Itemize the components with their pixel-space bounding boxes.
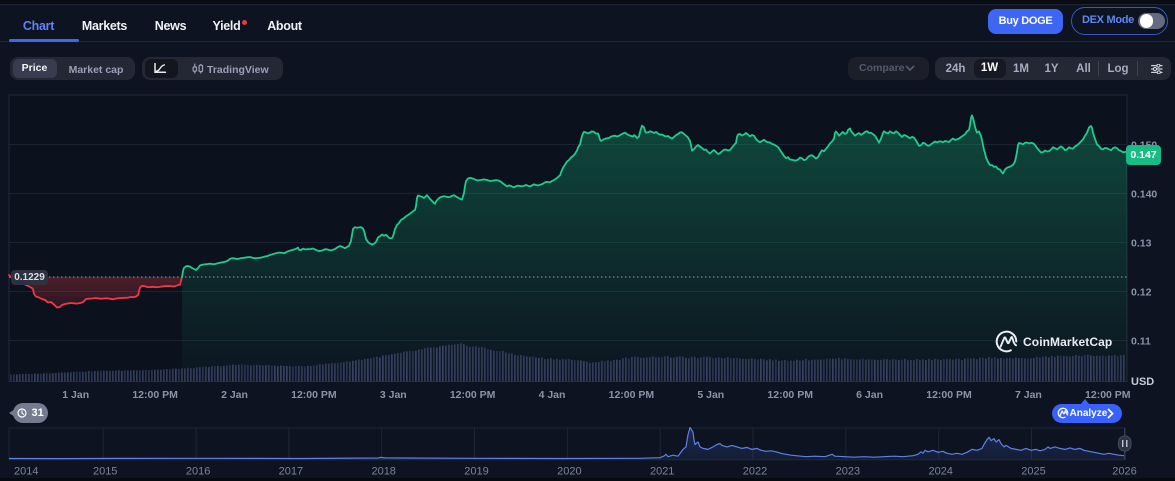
- svg-text:1 Jan: 1 Jan: [62, 389, 89, 401]
- svg-text:2016: 2016: [186, 466, 210, 478]
- svg-text:12:00 PM: 12:00 PM: [926, 389, 972, 401]
- svg-text:7 Jan: 7 Jan: [1015, 389, 1042, 401]
- svg-text:3 Jan: 3 Jan: [380, 389, 407, 401]
- svg-text:2018: 2018: [371, 466, 395, 478]
- svg-text:12:00 PM: 12:00 PM: [132, 389, 178, 401]
- svg-text:4 Jan: 4 Jan: [539, 389, 566, 401]
- svg-text:USD: USD: [1131, 376, 1154, 388]
- svg-text:12:00 PM: 12:00 PM: [609, 389, 655, 401]
- svg-text:2025: 2025: [1021, 466, 1045, 478]
- svg-text:6 Jan: 6 Jan: [856, 389, 883, 401]
- svg-text:2020: 2020: [557, 466, 581, 478]
- svg-text:2019: 2019: [464, 466, 488, 478]
- svg-text:2026: 2026: [1112, 466, 1136, 478]
- svg-text:2022: 2022: [743, 466, 767, 478]
- svg-text:0.13: 0.13: [1131, 238, 1152, 250]
- svg-text:2014: 2014: [14, 466, 38, 478]
- svg-text:0.11: 0.11: [1131, 336, 1151, 348]
- svg-text:2021: 2021: [650, 466, 674, 478]
- svg-text:2015: 2015: [93, 466, 117, 478]
- svg-text:12:00 PM: 12:00 PM: [767, 389, 813, 401]
- svg-text:12:00 PM: 12:00 PM: [450, 389, 496, 401]
- svg-text:0.140: 0.140: [1131, 189, 1157, 201]
- svg-text:2 Jan: 2 Jan: [221, 389, 248, 401]
- svg-text:0.12: 0.12: [1131, 287, 1152, 299]
- svg-text:12:00 PM: 12:00 PM: [1085, 389, 1131, 401]
- svg-text:5 Jan: 5 Jan: [697, 389, 724, 401]
- svg-text:2017: 2017: [279, 466, 303, 478]
- svg-text:12:00 PM: 12:00 PM: [291, 389, 337, 401]
- svg-text:2024: 2024: [928, 466, 952, 478]
- svg-text:2023: 2023: [836, 466, 860, 478]
